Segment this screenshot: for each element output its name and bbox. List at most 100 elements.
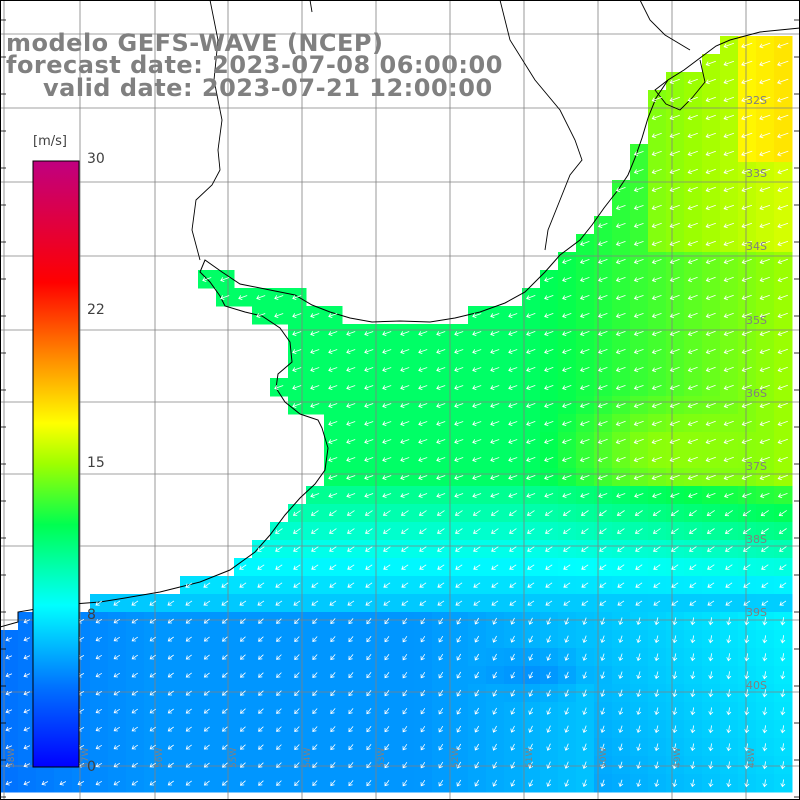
wind-arrow bbox=[780, 761, 786, 770]
wind-arrow bbox=[706, 510, 715, 516]
wind-arrow bbox=[562, 331, 572, 336]
wind-arrow bbox=[526, 510, 535, 516]
wind-arrow bbox=[293, 528, 301, 534]
wind-arrow bbox=[634, 493, 644, 498]
wind-arrow bbox=[257, 600, 265, 606]
wind-arrow bbox=[346, 349, 356, 354]
wind-arrow bbox=[508, 457, 518, 462]
wind-arrow bbox=[329, 582, 337, 588]
wind-arrow bbox=[777, 493, 788, 499]
wind-arrow bbox=[544, 510, 553, 516]
wind-arrow bbox=[762, 761, 768, 770]
wind-arrow bbox=[690, 761, 696, 770]
wind-arrow bbox=[400, 475, 410, 480]
wind-arrow bbox=[615, 277, 626, 283]
wind-arrow bbox=[258, 690, 264, 696]
wind-arrow bbox=[185, 726, 192, 732]
wind-arrow bbox=[708, 671, 714, 680]
wind-arrow bbox=[274, 295, 284, 300]
wind-arrow bbox=[274, 313, 284, 318]
wind-arrow bbox=[690, 635, 696, 644]
wind-arrow bbox=[113, 690, 121, 696]
wind-arrow bbox=[149, 618, 157, 624]
wind-arrow bbox=[59, 781, 67, 786]
wind-arrow bbox=[759, 42, 771, 49]
wind-arrow bbox=[438, 635, 444, 643]
wind-arrow bbox=[564, 617, 570, 625]
wind-arrow bbox=[402, 707, 408, 715]
wind-arrow bbox=[312, 690, 318, 697]
wind-arrow bbox=[95, 762, 103, 768]
wind-arrow bbox=[312, 672, 318, 679]
wind-arrow bbox=[705, 493, 716, 498]
wind-arrow bbox=[741, 222, 753, 229]
wind-speed-field bbox=[0, 36, 793, 793]
wind-arrow bbox=[741, 330, 752, 337]
wind-arrow bbox=[762, 617, 768, 626]
wind-arrow bbox=[490, 510, 499, 516]
wind-arrow bbox=[474, 689, 480, 697]
wind-arrow bbox=[561, 439, 572, 444]
wind-arrow bbox=[688, 528, 697, 534]
wind-arrow bbox=[365, 564, 373, 570]
wind-arrow bbox=[633, 456, 644, 463]
colorbar-tick-30: 30 bbox=[87, 151, 105, 167]
wind-arrow bbox=[651, 474, 662, 481]
wind-arrow bbox=[600, 617, 606, 626]
wind-arrow bbox=[436, 493, 446, 498]
wind-arrow bbox=[220, 295, 230, 300]
wind-arrow bbox=[438, 779, 444, 787]
wind-arrow bbox=[780, 779, 786, 788]
wind-arrow bbox=[544, 439, 554, 444]
wind-arrow bbox=[579, 331, 590, 336]
wind-arrow bbox=[347, 564, 355, 570]
wind-arrow bbox=[672, 635, 678, 644]
wind-arrow bbox=[762, 743, 768, 752]
wind-arrow bbox=[436, 385, 446, 390]
wind-arrow bbox=[600, 653, 606, 662]
wind-arrow bbox=[438, 743, 444, 751]
wind-arrow bbox=[203, 726, 210, 732]
wind-arrow bbox=[617, 546, 625, 552]
wind-arrow bbox=[472, 403, 482, 408]
wind-arrow bbox=[726, 635, 732, 644]
wind-arrow bbox=[346, 367, 356, 372]
wind-arrow bbox=[527, 528, 535, 534]
wind-arrow bbox=[672, 689, 678, 698]
wind-arrow bbox=[221, 582, 229, 588]
wind-arrow bbox=[654, 653, 660, 662]
wind-arrow bbox=[707, 582, 715, 588]
wind-arrow bbox=[436, 510, 445, 516]
wind-arrow bbox=[687, 438, 698, 445]
wind-arrow bbox=[725, 582, 733, 588]
longitude-label: 50W bbox=[599, 748, 609, 768]
wind-arrow bbox=[510, 689, 515, 697]
wind-arrow bbox=[492, 761, 497, 769]
wind-arrow bbox=[633, 474, 644, 481]
wind-arrow bbox=[455, 528, 463, 534]
wind-arrow bbox=[723, 222, 735, 229]
wind-arrow bbox=[633, 223, 644, 229]
wind-arrow bbox=[671, 546, 679, 552]
wind-arrow bbox=[240, 654, 246, 660]
wind-arrow bbox=[564, 707, 570, 715]
wind-direction-arrows bbox=[5, 42, 789, 788]
wind-arrow bbox=[293, 600, 301, 606]
wind-arrow bbox=[454, 331, 464, 336]
wind-arrow bbox=[744, 707, 750, 716]
wind-arrow bbox=[400, 349, 410, 354]
wind-arrow bbox=[526, 349, 536, 354]
wind-arrow bbox=[633, 277, 644, 283]
wind-arrow bbox=[761, 546, 769, 552]
wind-arrow bbox=[401, 582, 409, 588]
wind-arrow bbox=[456, 725, 462, 733]
wind-arrow bbox=[600, 635, 606, 644]
wind-arrow bbox=[293, 546, 301, 552]
wind-arrow bbox=[347, 528, 355, 534]
wind-arrow bbox=[401, 600, 409, 606]
wind-arrow bbox=[615, 438, 626, 445]
wind-arrow bbox=[597, 385, 608, 390]
wind-arrow bbox=[581, 582, 589, 588]
wind-arrow bbox=[131, 690, 139, 696]
wind-arrow bbox=[438, 761, 444, 769]
